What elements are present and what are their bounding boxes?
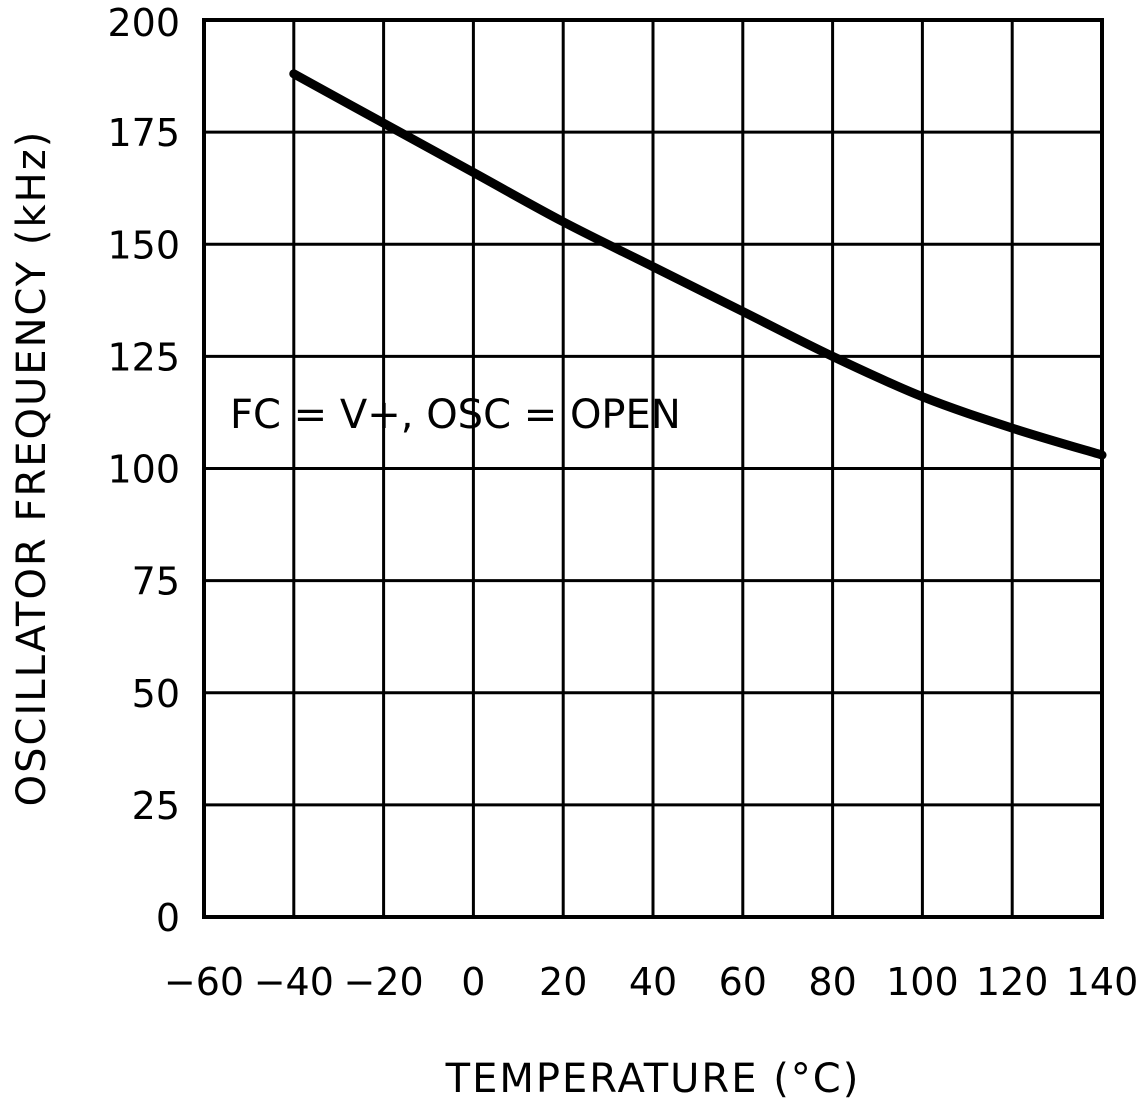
annotation-text: FC = V+, OSC = OPEN [230, 392, 681, 438]
y-tick-label: 100 [107, 448, 180, 492]
x-tick-label: 100 [886, 960, 959, 1004]
x-tick-label: 0 [461, 960, 485, 1004]
x-tick-label: 120 [976, 960, 1049, 1004]
y-tick-labels: 0 25 50 75 100 125 150 175 200 [107, 1, 180, 940]
y-tick-label: 175 [107, 111, 180, 155]
y-tick-label: 200 [107, 1, 180, 45]
x-tick-labels: −60 −40 −20 0 20 40 60 80 100 120 140 [164, 960, 1137, 1004]
y-tick-label: 25 [132, 784, 180, 828]
y-tick-label: 50 [132, 672, 180, 716]
y-axis-title: OSCILLATOR FREQUENCY (kHz) [9, 130, 55, 807]
x-axis-title: TEMPERATURE (°C) [445, 1056, 861, 1102]
x-tick-label: 20 [539, 960, 587, 1004]
x-tick-label: 140 [1066, 960, 1137, 1004]
y-tick-label: 75 [132, 560, 180, 604]
x-tick-label: −60 [164, 960, 244, 1004]
series-line [289, 69, 1107, 460]
plot-frame [202, 18, 1104, 919]
series-group [289, 69, 1107, 460]
y-tick-label: 125 [107, 335, 180, 379]
grid [202, 18, 1104, 919]
x-tick-label: −20 [343, 960, 423, 1004]
x-tick-label: 80 [808, 960, 856, 1004]
y-tick-label: 150 [107, 223, 180, 267]
x-tick-label: 60 [719, 960, 767, 1004]
y-tick-label: 0 [156, 896, 180, 940]
x-tick-label: 40 [629, 960, 677, 1004]
x-tick-label: −40 [254, 960, 334, 1004]
